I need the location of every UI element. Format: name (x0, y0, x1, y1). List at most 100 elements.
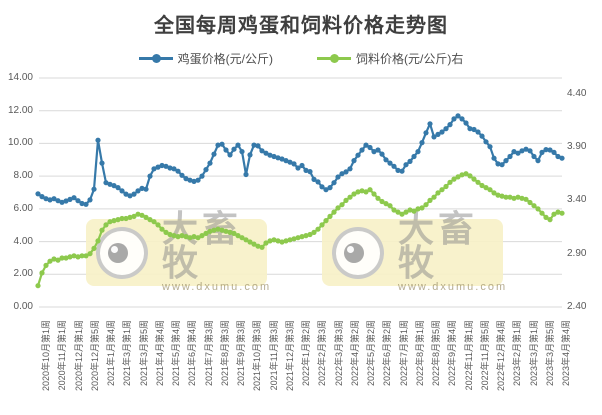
right-axis-tick: 3.40 (567, 194, 587, 206)
data-point (439, 129, 445, 135)
data-point (43, 196, 49, 202)
data-point (451, 176, 457, 182)
x-axis-tick: 2021年8月第3周 (219, 320, 230, 387)
data-point (463, 171, 469, 177)
data-point (167, 165, 173, 171)
data-point (475, 129, 481, 135)
data-point (135, 188, 141, 194)
data-point (311, 229, 317, 235)
data-point (351, 191, 357, 197)
watermark-brand: 大畜牧 (162, 208, 243, 283)
data-point (391, 207, 397, 213)
data-point (531, 153, 537, 160)
data-point (503, 194, 509, 200)
data-point (407, 158, 413, 164)
data-point (479, 182, 485, 189)
x-axis-tick: 2022年4月第2周 (349, 320, 360, 387)
data-point (175, 168, 181, 174)
x-axis-tick: 2021年11月第3周 (268, 320, 279, 391)
x-axis-tick: 2020年11月第1周 (57, 320, 68, 391)
data-point (223, 147, 229, 153)
data-point (499, 193, 505, 199)
x-axis-tick: 2021年9月第3周 (236, 320, 246, 387)
data-point (275, 155, 281, 161)
data-point (75, 254, 81, 260)
x-axis-tick: 2022年3月第3周 (333, 320, 344, 387)
left-axis-tick: 14.00 (7, 72, 33, 83)
data-point (311, 176, 317, 182)
data-point (295, 235, 301, 241)
legend-item-egg-price[interactable]: 鸡蛋价格(元/公斤) (138, 50, 273, 67)
data-point (475, 179, 481, 185)
data-point (287, 159, 293, 165)
x-axis-tick: 2021年12月第3周 (284, 320, 295, 392)
x-axis-tick: 2021年7月第3周 (203, 320, 214, 387)
right-axis-tick: 2.40 (567, 301, 587, 312)
data-point (555, 153, 561, 160)
data-point (547, 217, 553, 223)
data-point (455, 174, 461, 180)
data-point (423, 202, 429, 208)
data-point (491, 190, 497, 196)
legend-item-feed-price[interactable]: 饲料价格(元/公斤)右 (317, 50, 463, 67)
left-axis-tick: 8.00 (13, 170, 33, 182)
data-point (523, 146, 529, 152)
data-point (303, 233, 309, 239)
data-point (495, 192, 501, 198)
data-point (291, 161, 297, 167)
data-point (511, 149, 517, 155)
x-axis-tick: 2022年5月第2周 (366, 320, 376, 387)
data-point (355, 189, 361, 195)
x-axis-tick: 2022年7月第1周 (398, 320, 409, 387)
data-point (331, 209, 337, 215)
data-point (307, 169, 313, 175)
data-point (195, 177, 201, 183)
data-point (515, 194, 521, 200)
data-point (491, 155, 497, 161)
data-point (91, 186, 97, 192)
data-point (455, 113, 461, 119)
data-point (539, 210, 545, 216)
x-axis-tick: 2021年4月第4周 (154, 320, 165, 387)
data-point (139, 185, 145, 191)
data-point (251, 142, 257, 148)
legend-label-egg: 鸡蛋价格(元/公斤) (177, 52, 273, 66)
x-axis-tick: 2023年2月第1周 (512, 320, 523, 387)
data-point (143, 186, 149, 192)
data-point (379, 151, 385, 157)
data-point (235, 142, 241, 148)
data-point (555, 209, 561, 215)
left-axis-tick: 4.00 (13, 235, 33, 247)
series-line-egg (37, 114, 563, 206)
data-point (263, 150, 269, 156)
x-axis-tick: 2021年10月第3周 (252, 320, 263, 392)
data-point (471, 126, 477, 133)
data-point (499, 162, 505, 168)
data-point (239, 149, 245, 155)
data-point (339, 202, 345, 208)
data-point (507, 194, 513, 200)
data-point (339, 171, 345, 177)
data-point (55, 198, 61, 204)
data-point (467, 173, 473, 179)
data-point (267, 152, 273, 158)
data-point (63, 255, 69, 261)
data-point (539, 149, 545, 155)
data-point (47, 258, 53, 264)
data-point (283, 158, 289, 164)
data-point (259, 148, 265, 154)
data-point (335, 174, 341, 180)
legend: 鸡蛋价格(元/公斤) 饲料价格(元/公斤)右 (0, 50, 602, 67)
feed-line-marker-icon (317, 54, 351, 63)
data-point (187, 177, 193, 183)
data-point (35, 283, 41, 289)
x-axis-tick: 2022年11月第1周 (463, 320, 474, 391)
x-axis-tick: 2023年3月第1周 (528, 320, 539, 387)
data-point (199, 173, 205, 179)
data-point (391, 163, 397, 169)
data-point (67, 254, 73, 260)
data-point (191, 178, 197, 184)
left-axis-tick: 10.00 (7, 137, 33, 149)
data-point (551, 211, 557, 217)
data-point (147, 173, 153, 179)
